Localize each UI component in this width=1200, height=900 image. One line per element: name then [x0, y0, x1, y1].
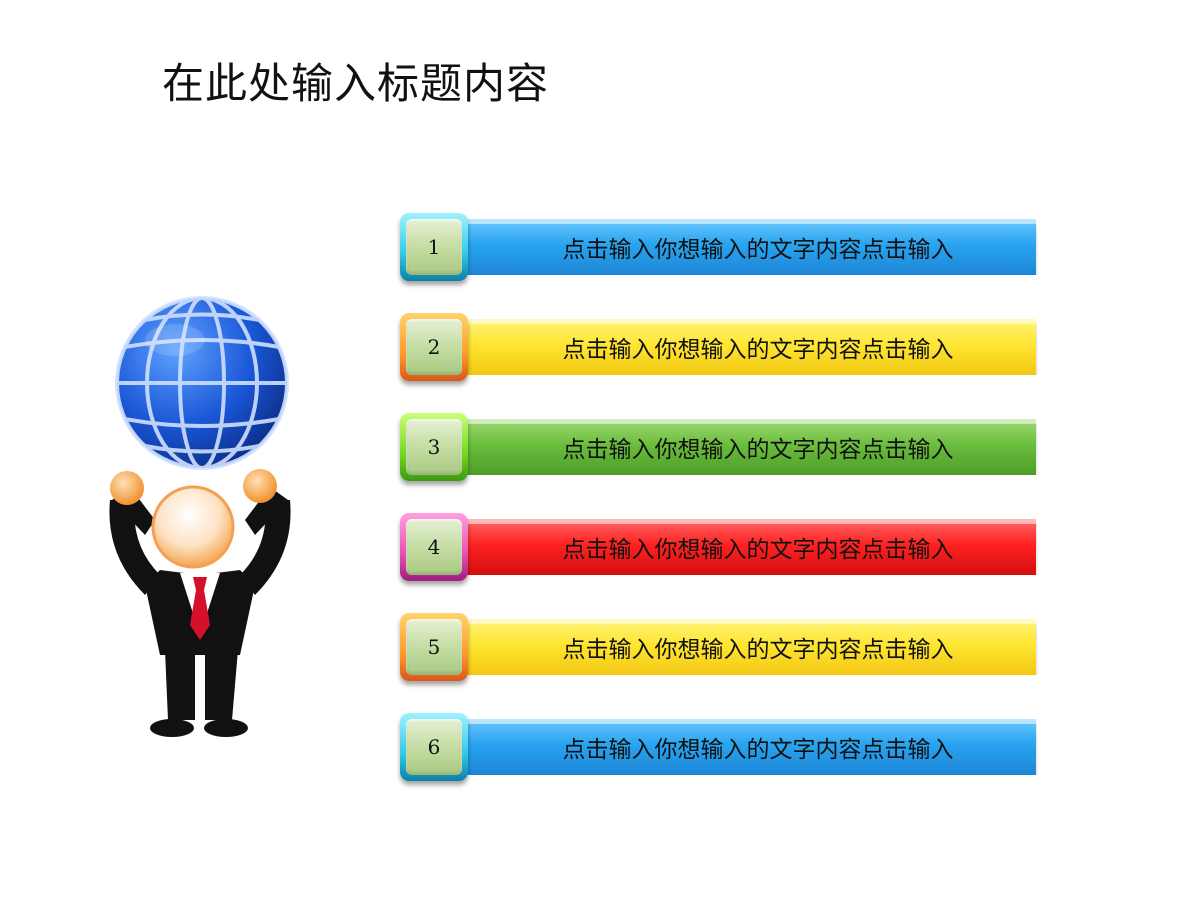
number-label: 6: [406, 719, 462, 775]
list-item-5[interactable]: 点击输入你想输入的文字内容点击输入 5: [398, 610, 1043, 686]
item-bar: 点击输入你想输入的文字内容点击输入: [460, 419, 1036, 475]
person-holding-globe-icon: [109, 296, 291, 737]
number-badge: 1: [400, 213, 468, 281]
number-badge: 6: [400, 713, 468, 781]
number-label: 2: [406, 319, 462, 375]
item-bar: 点击输入你想输入的文字内容点击输入: [460, 619, 1036, 675]
item-text: 点击输入你想输入的文字内容点击输入: [562, 237, 954, 263]
number-badge: 2: [400, 313, 468, 381]
item-text: 点击输入你想输入的文字内容点击输入: [562, 337, 954, 363]
list-item-3[interactable]: 点击输入你想输入的文字内容点击输入 3: [398, 410, 1043, 486]
number-badge: 3: [400, 413, 468, 481]
number-label: 3: [406, 419, 462, 475]
item-bar: 点击输入你想输入的文字内容点击输入: [460, 319, 1036, 375]
item-bar: 点击输入你想输入的文字内容点击输入: [460, 519, 1036, 575]
globe-icon: [115, 296, 289, 470]
list-item-1[interactable]: 点击输入你想输入的文字内容点击输入 1: [398, 210, 1043, 286]
number-label: 4: [406, 519, 462, 575]
item-text: 点击输入你想输入的文字内容点击输入: [562, 737, 954, 763]
page-title: 在此处输入标题内容: [162, 59, 550, 108]
list-item-2[interactable]: 点击输入你想输入的文字内容点击输入 2: [398, 310, 1043, 386]
item-text: 点击输入你想输入的文字内容点击输入: [562, 637, 954, 663]
item-text: 点击输入你想输入的文字内容点击输入: [562, 537, 954, 563]
list-item-4[interactable]: 点击输入你想输入的文字内容点击输入 4: [398, 510, 1043, 586]
number-badge: 5: [400, 613, 468, 681]
item-bar: 点击输入你想输入的文字内容点击输入: [460, 719, 1036, 775]
number-label: 5: [406, 619, 462, 675]
item-text: 点击输入你想输入的文字内容点击输入: [562, 437, 954, 463]
item-bar: 点击输入你想输入的文字内容点击输入: [460, 219, 1036, 275]
number-badge: 4: [400, 513, 468, 581]
list-item-6[interactable]: 点击输入你想输入的文字内容点击输入 6: [398, 710, 1043, 786]
number-label: 1: [406, 219, 462, 275]
